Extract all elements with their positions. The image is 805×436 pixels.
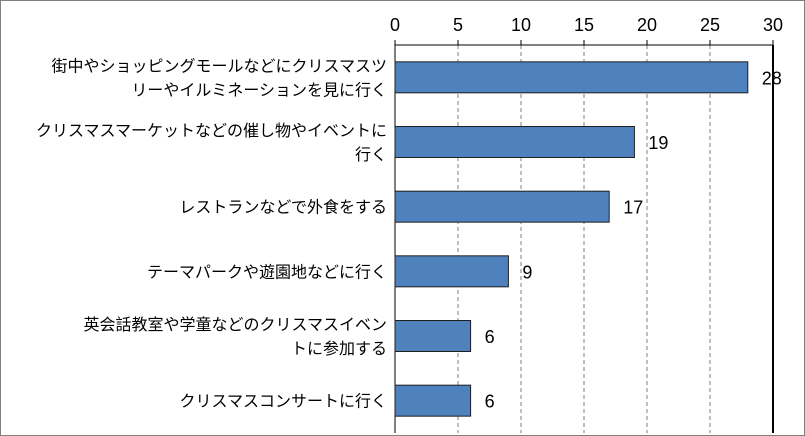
bar: [394, 320, 472, 352]
category-label: 英会話教室や学童などのクリスマスイベン: [83, 315, 387, 334]
bar: [394, 190, 610, 223]
data-label: 19: [648, 133, 668, 153]
bar: [394, 61, 749, 94]
data-label: 9: [522, 262, 532, 282]
category-label: クリスマスマーケットなどの催し物やイベントに: [36, 121, 387, 140]
data-label: 17: [623, 198, 643, 218]
category-label: トに参加する: [291, 339, 387, 358]
bar: [394, 384, 472, 417]
x-tick-label: 10: [511, 15, 531, 35]
category-label: 街中やショッピングモールなどにクリスマスツ: [51, 56, 387, 75]
data-label: 6: [485, 327, 495, 347]
category-label: レストランなどで外食をする: [179, 198, 387, 217]
x-tick-label: 0: [390, 15, 400, 35]
bar: [394, 255, 509, 288]
x-tick-label: 5: [453, 15, 463, 35]
category-label: クリスマスコンサートに行く: [179, 392, 387, 411]
category-label: リーやイルミネーションを見に行く: [131, 80, 387, 99]
x-tick-label: 25: [700, 15, 720, 35]
bar: [394, 126, 635, 158]
x-tick-label: 30: [763, 15, 783, 35]
category-label: 行く: [355, 145, 387, 164]
x-tick-label: 20: [637, 15, 657, 35]
data-label: 6: [485, 392, 495, 412]
category-label: テーマパークや遊園地などに行く: [147, 262, 387, 281]
data-label: 28: [762, 68, 782, 88]
x-tick-label: 15: [574, 15, 594, 35]
